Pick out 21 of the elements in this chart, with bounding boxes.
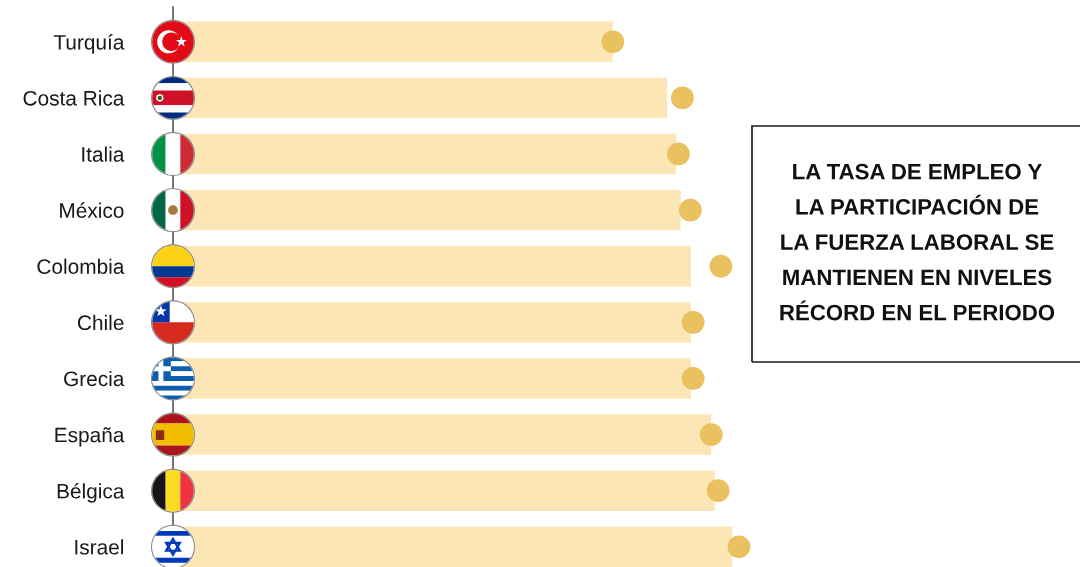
point [681,310,705,334]
y-tick-label: España [55,427,125,447]
y-tick-label: Chile [77,314,124,331]
point [727,535,751,559]
point [709,254,733,278]
point [699,423,723,446]
y-tick-label: Turquía [53,34,125,54]
point [601,30,625,54]
y-tick-label: Costa Rica [23,90,125,106]
text: LA TASA DE EMPLEO Y LA PARTICIPACIÓN DE LA FUERZA LABORAL SE MANTIENEN EN NIVELES RÉCORD EN EL PERIODO [780,163,1055,321]
y-tick-label: Colombia [37,258,125,274]
point [670,86,694,110]
point [667,142,690,166]
y-tick-label: Bélgica [57,483,125,503]
point [678,198,702,222]
y-tick-label: Grecia [64,370,125,387]
point [706,479,730,503]
y-tick-label: Israel [75,539,123,555]
y-tick-label: Italia [82,146,125,162]
point [681,367,705,390]
y-tick-label: México [60,202,124,218]
